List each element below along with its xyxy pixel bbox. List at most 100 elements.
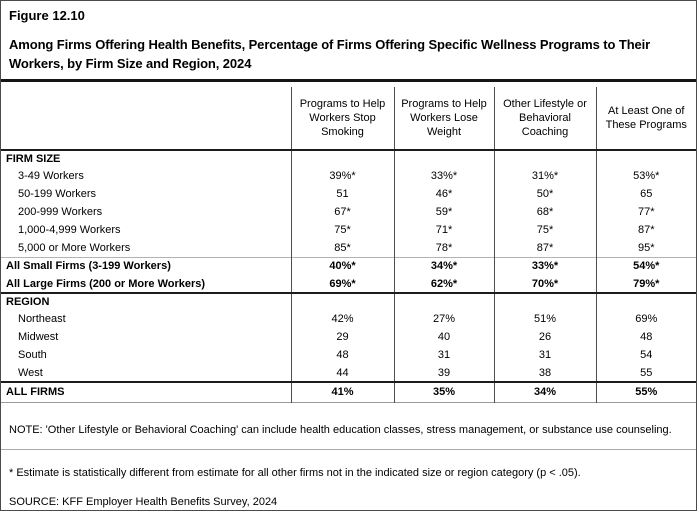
table-row: 200-999 Workers 67* 59* 68* 77* xyxy=(1,203,696,221)
table-body: FIRM SIZE 3-49 Workers 39%* 33%* 31%* 53%* 50-… xyxy=(1,150,696,402)
value-cell: 39%* xyxy=(290,167,394,185)
value-cell: 68* xyxy=(493,203,596,221)
row-label: All Small Firms (3-199 Workers) xyxy=(1,256,291,275)
value-cell: 26 xyxy=(493,328,596,346)
value-cell: 31%* xyxy=(493,167,596,185)
table-row: 50-199 Workers 51 46* 50* 65 xyxy=(1,185,696,203)
row-label: South xyxy=(18,349,47,361)
table-row: REGION xyxy=(1,292,696,310)
value-cell: 48 xyxy=(595,328,696,346)
value-cell: 51 xyxy=(290,185,394,203)
value-cell: 34%* xyxy=(393,256,494,275)
value-cell xyxy=(290,150,394,167)
value-cell: 55 xyxy=(595,364,696,382)
value-cell: 50* xyxy=(493,185,596,203)
row-label: 5,000 or More Workers xyxy=(18,241,131,254)
notes-section: NOTE: 'Other Lifestyle or Behavioral Coa… xyxy=(1,403,696,509)
figure-title: Among Firms Offering Health Benefits, Pe… xyxy=(9,37,651,71)
value-cell xyxy=(595,292,696,310)
table-row: 5,000 or More Workers 85* 78* 87* 95* xyxy=(1,239,696,257)
value-cell: 95* xyxy=(595,239,696,257)
value-cell: 54 xyxy=(595,346,696,364)
value-cell: 78* xyxy=(393,239,494,257)
value-cell: 38 xyxy=(493,364,596,382)
value-cell: 77* xyxy=(595,203,696,221)
value-cell xyxy=(393,150,494,167)
value-cell: 40%* xyxy=(290,256,394,275)
value-cell: 59* xyxy=(393,203,494,221)
value-cell: 31 xyxy=(493,346,596,364)
value-cell: 87* xyxy=(595,221,696,239)
row-label: 1,000-4,999 Workers xyxy=(18,224,121,236)
table-row: FIRM SIZE xyxy=(1,150,696,167)
table-row: 3-49 Workers 39%* 33%* 31%* 53%* xyxy=(1,167,696,185)
value-cell: 53%* xyxy=(595,167,696,185)
value-cell: 33%* xyxy=(493,256,596,275)
value-cell: 41% xyxy=(290,381,394,402)
value-cell: 31 xyxy=(393,346,494,364)
value-cell: 87* xyxy=(493,239,596,257)
note-text: NOTE: 'Other Lifestyle or Behavioral Coa… xyxy=(9,423,672,436)
wellness-programs-table: Programs to Help Workers Stop Smoking Pr… xyxy=(1,87,696,403)
value-cell: 42% xyxy=(290,310,394,328)
value-cell xyxy=(493,150,596,167)
table-row: ALL FIRMS 41% 35% 34% 55% xyxy=(1,381,696,402)
value-cell xyxy=(493,292,596,310)
table-row: Northeast 42% 27% 51% 69% xyxy=(1,310,696,328)
value-cell: 27% xyxy=(393,310,494,328)
table-row: All Large Firms (200 or More Workers) 69%… xyxy=(1,275,696,293)
value-cell: 62%* xyxy=(393,275,494,293)
value-cell: 69% xyxy=(595,310,696,328)
table-row: South 48 31 31 54 xyxy=(1,346,696,364)
value-cell: 75* xyxy=(493,221,596,239)
value-cell: 65 xyxy=(595,185,696,203)
value-cell: 33%* xyxy=(393,167,494,185)
value-cell: 67* xyxy=(290,203,394,221)
source-line: SOURCE: KFF Employer Health Benefits Sur… xyxy=(9,495,278,508)
row-label: 3-49 Workers xyxy=(18,170,84,182)
row-label-column-header xyxy=(1,87,291,151)
value-cell xyxy=(290,292,394,310)
column-header-behavioral-coaching: Other Lifestyle or Behavioral Coaching xyxy=(493,87,596,151)
value-cell: 69%* xyxy=(290,275,394,293)
value-cell: 29 xyxy=(290,328,394,346)
row-label: West xyxy=(18,366,43,379)
estimate-note: * Estimate is statistically different fr… xyxy=(9,466,581,479)
column-header-at-least-one: At Least One of These Programs xyxy=(595,87,696,151)
value-cell: 79%* xyxy=(595,275,696,293)
row-label: ALL FIRMS xyxy=(1,381,291,402)
title-block: Figure 12.10 Among Firms Offering Health… xyxy=(1,1,696,82)
table-row: 1,000-4,999 Workers 75* 71* 75* 87* xyxy=(1,221,696,239)
value-cell: 55% xyxy=(595,381,696,402)
value-cell: 39 xyxy=(393,364,494,382)
value-cell: 46* xyxy=(393,185,494,203)
row-label: REGION xyxy=(1,292,291,310)
value-cell xyxy=(595,150,696,167)
row-label: Northeast xyxy=(18,313,66,325)
row-label: Midwest xyxy=(18,331,59,343)
row-label: 200-999 Workers xyxy=(18,206,103,218)
value-cell: 85* xyxy=(290,239,394,257)
note-divider xyxy=(1,448,696,450)
row-label: FIRM SIZE xyxy=(6,153,61,165)
value-cell: 51% xyxy=(493,310,596,328)
value-cell: 75* xyxy=(290,221,394,239)
value-cell: 71* xyxy=(393,221,494,239)
table-row: Midwest 29 40 26 48 xyxy=(1,328,696,346)
value-cell xyxy=(393,292,494,310)
figure-number: Figure 12.10 xyxy=(9,8,85,23)
value-cell: 44 xyxy=(290,364,394,382)
column-header-lose-weight: Programs to Help Workers Lose Weight xyxy=(393,87,494,151)
row-label: 50-199 Workers xyxy=(18,188,97,200)
table-row: All Small Firms (3-199 Workers) 40%* 34%* 3… xyxy=(1,256,696,275)
value-cell: 54%* xyxy=(595,256,696,275)
value-cell: 34% xyxy=(493,381,596,402)
value-cell: 40 xyxy=(393,328,494,346)
row-label: All Large Firms (200 or More Workers) xyxy=(6,277,206,290)
value-cell: 35% xyxy=(393,381,494,402)
table-row: West 44 39 38 55 xyxy=(1,364,696,382)
header-row: Programs to Help Workers Stop Smoking Pr… xyxy=(1,87,696,151)
value-cell: 48 xyxy=(290,346,394,364)
column-header-stop-smoking: Programs to Help Workers Stop Smoking xyxy=(290,87,394,151)
